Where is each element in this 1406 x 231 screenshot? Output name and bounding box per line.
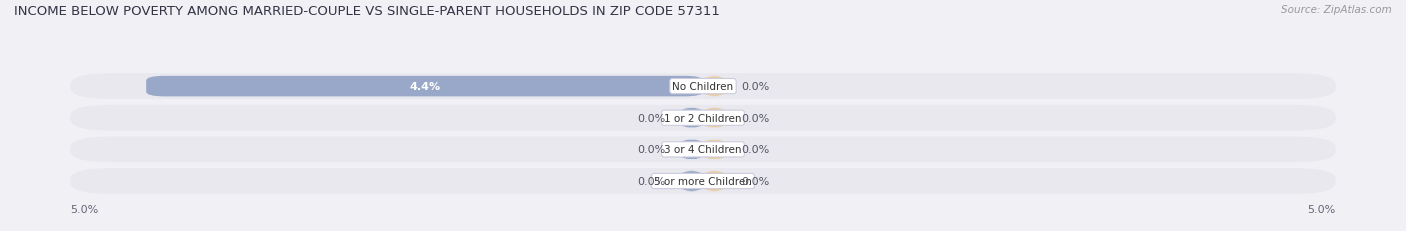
Text: 5.0%: 5.0% (70, 204, 98, 214)
Text: 1 or 2 Children: 1 or 2 Children (664, 113, 742, 123)
FancyBboxPatch shape (703, 140, 725, 160)
FancyBboxPatch shape (681, 140, 703, 160)
Text: 0.0%: 0.0% (741, 113, 769, 123)
Text: Source: ZipAtlas.com: Source: ZipAtlas.com (1281, 5, 1392, 15)
FancyBboxPatch shape (70, 168, 1336, 194)
FancyBboxPatch shape (681, 108, 703, 128)
FancyBboxPatch shape (703, 76, 725, 97)
FancyBboxPatch shape (146, 76, 703, 97)
Text: 0.0%: 0.0% (741, 145, 769, 155)
FancyBboxPatch shape (70, 105, 1336, 131)
FancyBboxPatch shape (681, 171, 703, 191)
Text: 0.0%: 0.0% (637, 145, 665, 155)
Text: INCOME BELOW POVERTY AMONG MARRIED-COUPLE VS SINGLE-PARENT HOUSEHOLDS IN ZIP COD: INCOME BELOW POVERTY AMONG MARRIED-COUPL… (14, 5, 720, 18)
Text: 0.0%: 0.0% (741, 82, 769, 92)
Text: 0.0%: 0.0% (637, 176, 665, 186)
Text: 5 or more Children: 5 or more Children (654, 176, 752, 186)
Text: 4.4%: 4.4% (409, 82, 440, 92)
Text: No Children: No Children (672, 82, 734, 92)
FancyBboxPatch shape (703, 171, 725, 191)
Text: 5.0%: 5.0% (1308, 204, 1336, 214)
Text: 0.0%: 0.0% (741, 176, 769, 186)
FancyBboxPatch shape (70, 137, 1336, 163)
Text: 0.0%: 0.0% (637, 113, 665, 123)
FancyBboxPatch shape (70, 74, 1336, 100)
FancyBboxPatch shape (703, 108, 725, 128)
Text: 3 or 4 Children: 3 or 4 Children (664, 145, 742, 155)
